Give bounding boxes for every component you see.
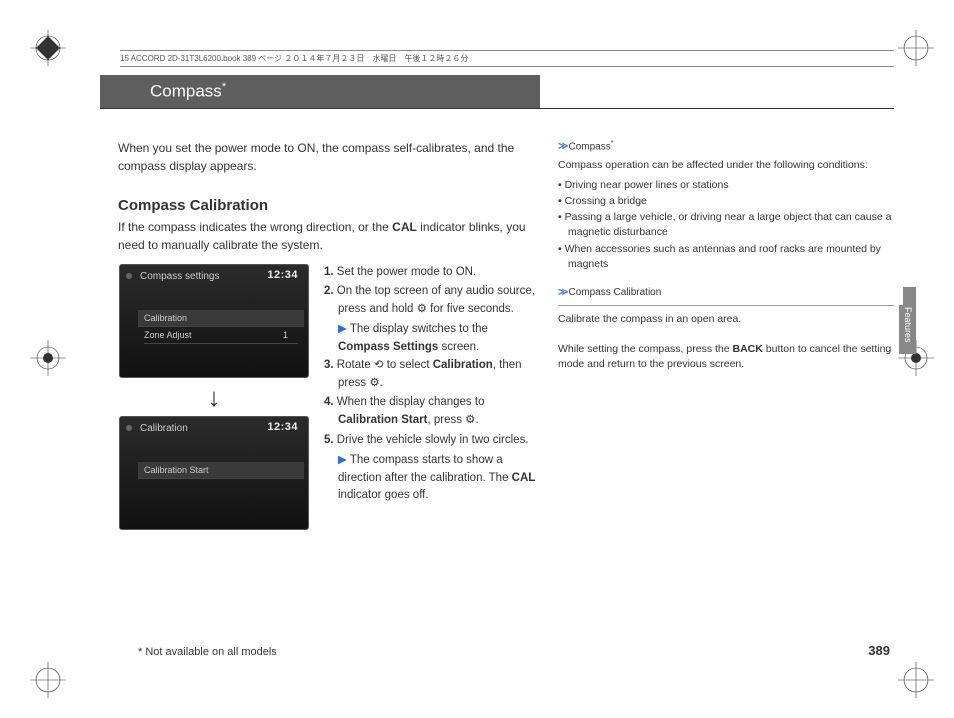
- screen1-row-calibration: Calibration: [138, 310, 304, 327]
- page-number: 389: [868, 643, 890, 658]
- section-para: If the compass indicates the wrong direc…: [118, 218, 540, 254]
- sidebar-heading-compass: ≫Compass*: [558, 139, 894, 155]
- step-4: 4. When the display changes to Calibrati…: [324, 394, 540, 430]
- sidebar-p2: Calibrate the compass in an open area.: [558, 312, 894, 327]
- section-heading: Compass Calibration: [118, 197, 540, 214]
- sidebar-bullet-4: When accessories such as antennas and ro…: [558, 242, 894, 272]
- screen1-title: Compass settings: [140, 271, 219, 282]
- sidebar-p3: While setting the compass, press the BAC…: [558, 342, 894, 372]
- screen2-time: 12:34: [267, 421, 298, 433]
- step-5-sub: ▶ The compass starts to show a direction…: [324, 452, 540, 505]
- sidebar-notes: ≫Compass* Compass operation can be affec…: [558, 139, 894, 530]
- title-rule: [100, 108, 894, 109]
- screen2-row-start: Calibration Start: [138, 462, 304, 479]
- down-arrow-icon: ↓: [208, 384, 221, 410]
- sidebar-p1: Compass operation can be affected under …: [558, 158, 894, 173]
- page-title-bar: Compass*: [100, 75, 540, 108]
- screen-calibration: Calibration 12:34 Calibration Start: [119, 416, 309, 530]
- step-2-sub: ▶ The display switches to the Compass Se…: [324, 321, 540, 357]
- side-tab-features: Features: [899, 305, 916, 355]
- footnote: * Not available on all models: [138, 646, 277, 658]
- screenshot-column: Compass settings 12:34 Calibration Zone …: [118, 264, 310, 530]
- step-1: 1. Set the power mode to ON.: [324, 264, 540, 282]
- step-3: 3. Rotate ⟲ to select Calibration, then …: [324, 357, 540, 393]
- steps-list: 1. Set the power mode to ON. 2. On the t…: [324, 264, 540, 530]
- screen2-title: Calibration: [140, 423, 188, 434]
- screen1-row-zone: Zone Adjust1: [144, 327, 298, 344]
- crop-header: 15 ACCORD 2D-31T3L6200.book 389 ページ ２０１４…: [120, 50, 894, 67]
- sidebar-bullet-3: Passing a large vehicle, or driving near…: [558, 210, 894, 240]
- step-2: 2. On the top screen of any audio source…: [324, 283, 540, 319]
- step-5: 5. Drive the vehicle slowly in two circl…: [324, 432, 540, 450]
- sidebar-bullet-2: Crossing a bridge: [558, 194, 894, 209]
- title-asterisk: *: [222, 81, 226, 93]
- sidebar-heading-calibration: ≫Compass Calibration: [558, 286, 894, 301]
- intro-text: When you set the power mode to ON, the c…: [118, 139, 540, 175]
- sidebar-bullet-1: Driving near power lines or stations: [558, 178, 894, 193]
- page-title: Compass: [150, 82, 222, 101]
- screen1-time: 12:34: [267, 269, 298, 281]
- side-tab-spacer: [903, 287, 916, 305]
- screen-compass-settings: Compass settings 12:34 Calibration Zone …: [119, 264, 309, 378]
